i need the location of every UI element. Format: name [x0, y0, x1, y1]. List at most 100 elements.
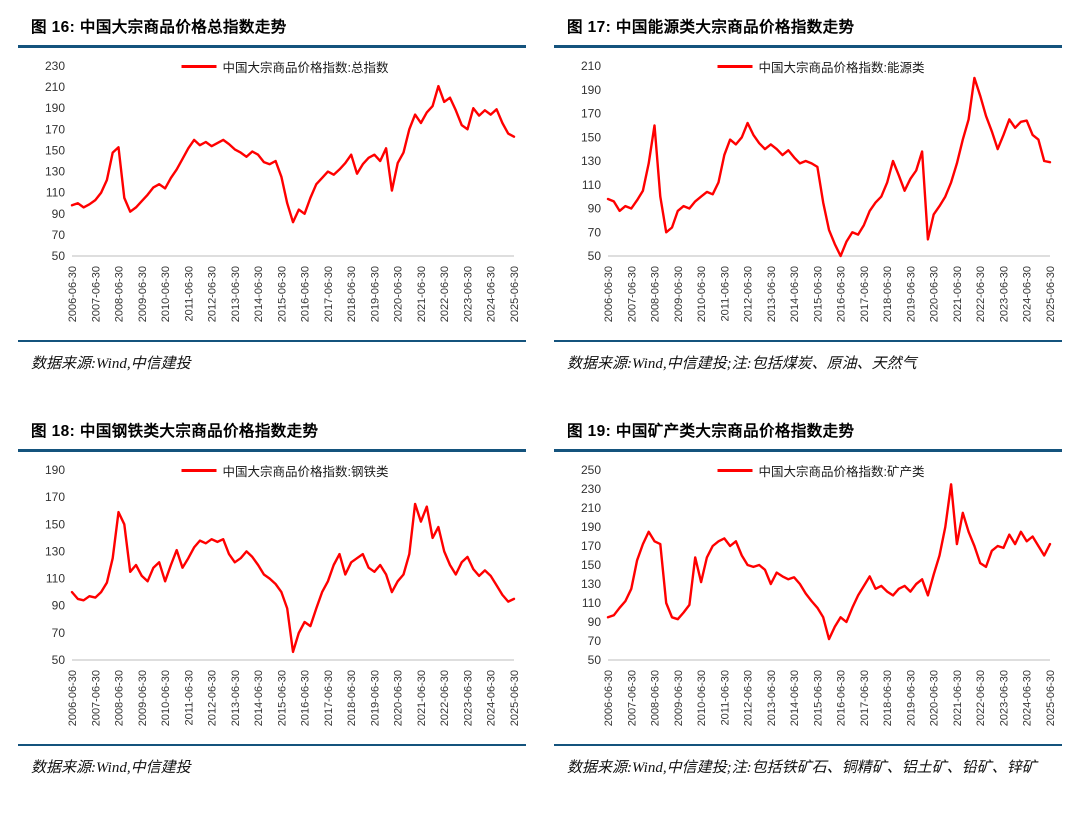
y-axis-tick-label: 90: [52, 207, 66, 221]
data-source-note: 数据来源:Wind,中信建投;注:包括铁矿石、铜精矿、铝土矿、铅矿、锌矿: [567, 759, 1037, 776]
report-page: 图 16: 中国大宗商品价格总指数走势 中国大宗商品价格指数:总指数 50 70 9…: [18, 8, 1062, 786]
x-axis-tick-label: 2007-06-30: [90, 670, 102, 726]
figure-title: 图 16: 中国大宗商品价格总指数走势: [31, 19, 287, 36]
y-axis-tick-label: 50: [588, 249, 602, 263]
x-axis-tick-label: 2024-06-30: [486, 670, 498, 726]
x-axis-tick-label: 2009-06-30: [137, 266, 149, 322]
price-index-series-line: [70, 502, 516, 653]
source-rule: [18, 743, 526, 746]
x-axis-tick-label: 2017-06-30: [859, 266, 871, 322]
x-axis-tick-label: 2019-06-30: [905, 670, 917, 726]
source-rule: [554, 743, 1062, 746]
legend-label: 中国大宗商品价格指数:能源类: [758, 61, 925, 75]
figure-title: 图 18: 中国钢铁类大宗商品价格指数走势: [31, 422, 319, 440]
x-axis-tick-label: 2010-06-30: [160, 266, 172, 322]
x-axis-tick-label: 2020-06-30: [393, 670, 405, 726]
x-axis-tick-label: 2019-06-30: [369, 670, 381, 726]
y-axis-tick-label: 50: [52, 653, 66, 667]
x-axis-tick-label: 2014-06-30: [253, 670, 265, 726]
chart-legend: 中国大宗商品价格指数:总指数: [181, 57, 389, 76]
x-axis-tick-label: 2007-06-30: [90, 266, 102, 322]
y-axis-tick-label: 70: [588, 634, 602, 648]
y-axis-tick-label: 70: [588, 225, 602, 239]
figure-panel-19: 图 19: 中国矿产类大宗商品价格指数走势 中国大宗商品价格指数:矿产类 50 7…: [554, 412, 1062, 786]
x-axis-tick-label: 2015-06-30: [276, 670, 288, 726]
x-axis-tick-label: 2025-06-30: [1045, 670, 1057, 726]
x-axis-tick-label: 2016-06-30: [836, 670, 848, 726]
x-axis-tick-label: 2024-06-30: [1022, 266, 1034, 322]
line-chart-energy-index: 50 70 90 110 130 150 170 190 210 2006-06-30 2007-0…: [581, 59, 1057, 322]
price-index-series-line: [70, 84, 516, 224]
x-axis-tick-label: 2018-06-30: [346, 670, 358, 726]
y-axis-tick-label: 50: [52, 249, 66, 263]
x-axis-tick-label: 2010-06-30: [160, 670, 172, 726]
x-axis-tick-label: 2021-06-30: [952, 266, 964, 322]
figure-title: 图 17: 中国能源类大宗商品价格指数走势: [567, 19, 855, 36]
legend-label: 中国大宗商品价格指数:钢铁类: [222, 464, 389, 479]
x-axis-tick-label: 2013-06-30: [230, 670, 242, 726]
line-chart-steel-index: 50 70 90 110 130 150 170 190 2006-06-30 2007-06-3…: [45, 463, 521, 726]
figure-panel-18: 图 18: 中国钢铁类大宗商品价格指数走势 中国大宗商品价格指数:钢铁类 50 7…: [18, 412, 526, 786]
x-axis-tick-label: 2008-06-30: [650, 670, 662, 726]
data-source-note: 数据来源:Wind,中信建投: [31, 356, 191, 372]
x-axis-tick-label: 2018-06-30: [882, 670, 894, 726]
legend-line-marker: [717, 468, 753, 472]
y-axis-tick-label: 190: [581, 520, 601, 534]
x-axis-tick-label: 2016-06-30: [836, 266, 848, 322]
y-axis-tick-label: 70: [52, 626, 66, 640]
x-axis-tick-label: 2012-06-30: [207, 266, 219, 322]
x-axis-tick-label: 2016-06-30: [300, 266, 312, 322]
legend-line-marker: [717, 65, 753, 68]
x-axis-tick-label: 2022-06-30: [975, 266, 987, 322]
y-axis-tick-label: 210: [581, 59, 601, 73]
x-axis-tick-label: 2023-06-30: [998, 670, 1010, 726]
x-axis-tick-label: 2012-06-30: [743, 266, 755, 322]
y-axis-tick-label: 170: [45, 490, 65, 504]
x-axis-tick-label: 2024-06-30: [1022, 670, 1034, 726]
legend-label: 中国大宗商品价格指数:矿产类: [758, 464, 925, 479]
y-axis-tick-label: 210: [45, 80, 65, 94]
line-chart-total-index: 50 70 90 110 130 150 170 190 210 230 2006-06-30 200…: [45, 59, 521, 322]
x-axis-tick-label: 2007-06-30: [626, 670, 638, 726]
x-axis-tick-label: 2017-06-30: [859, 670, 871, 726]
figure-panel-16: 图 16: 中国大宗商品价格总指数走势 中国大宗商品价格指数:总指数 50 70 9…: [18, 8, 526, 382]
x-axis-tick-label: 2025-06-30: [509, 670, 521, 726]
y-axis-tick-label: 90: [588, 615, 602, 629]
x-axis-tick-label: 2011-06-30: [719, 670, 731, 725]
y-axis-tick-label: 130: [45, 544, 65, 558]
x-axis-tick-label: 2007-06-30: [626, 266, 638, 322]
x-axis-tick-label: 2021-06-30: [416, 266, 428, 322]
x-axis-tick-label: 2017-06-30: [323, 266, 335, 322]
y-axis-tick-label: 110: [46, 571, 65, 585]
x-axis-tick-label: 2023-06-30: [998, 266, 1010, 322]
x-axis-tick-label: 2006-06-30: [67, 670, 79, 726]
data-source-note: 数据来源:Wind,中信建投: [31, 759, 191, 776]
y-axis-tick-label: 150: [45, 143, 65, 157]
x-axis-tick-label: 2022-06-30: [439, 670, 451, 726]
y-axis-tick-label: 190: [581, 83, 601, 97]
x-axis-tick-label: 2023-06-30: [462, 266, 474, 322]
chart-legend: 中国大宗商品价格指数:矿产类: [717, 461, 925, 480]
chart-area: 中国大宗商品价格指数:能源类 50 70 90 110 130 150 170 190 210 2…: [560, 52, 1062, 338]
x-axis-tick-label: 2008-06-30: [650, 266, 662, 322]
x-axis-tick-label: 2021-06-30: [952, 670, 964, 726]
chart-area: 中国大宗商品价格指数:矿产类 50 70 90 110 130 150 170 190 210 2…: [560, 456, 1062, 742]
x-axis-tick-label: 2012-06-30: [743, 670, 755, 726]
figure-title: 图 19: 中国矿产类大宗商品价格指数走势: [567, 422, 855, 440]
legend-label: 中国大宗商品价格指数:总指数: [222, 61, 389, 75]
y-axis-tick-label: 190: [45, 101, 65, 115]
y-axis-tick-label: 110: [46, 186, 65, 200]
chart-legend: 中国大宗商品价格指数:能源类: [717, 57, 925, 76]
x-axis-tick-label: 2010-06-30: [696, 670, 708, 726]
y-axis-tick-label: 210: [581, 501, 601, 515]
x-axis-tick-label: 2019-06-30: [905, 266, 917, 322]
y-axis-tick-label: 90: [52, 598, 66, 612]
x-axis-tick-label: 2015-06-30: [812, 266, 824, 322]
x-axis-tick-label: 2020-06-30: [393, 266, 405, 322]
x-axis-tick-label: 2011-06-30: [183, 670, 195, 725]
x-axis-tick-label: 2015-06-30: [276, 266, 288, 322]
x-axis-tick-label: 2015-06-30: [812, 670, 824, 726]
x-axis-tick-label: 2009-06-30: [137, 670, 149, 726]
title-rule: [18, 448, 526, 452]
x-axis-tick-label: 2006-06-30: [603, 266, 615, 322]
